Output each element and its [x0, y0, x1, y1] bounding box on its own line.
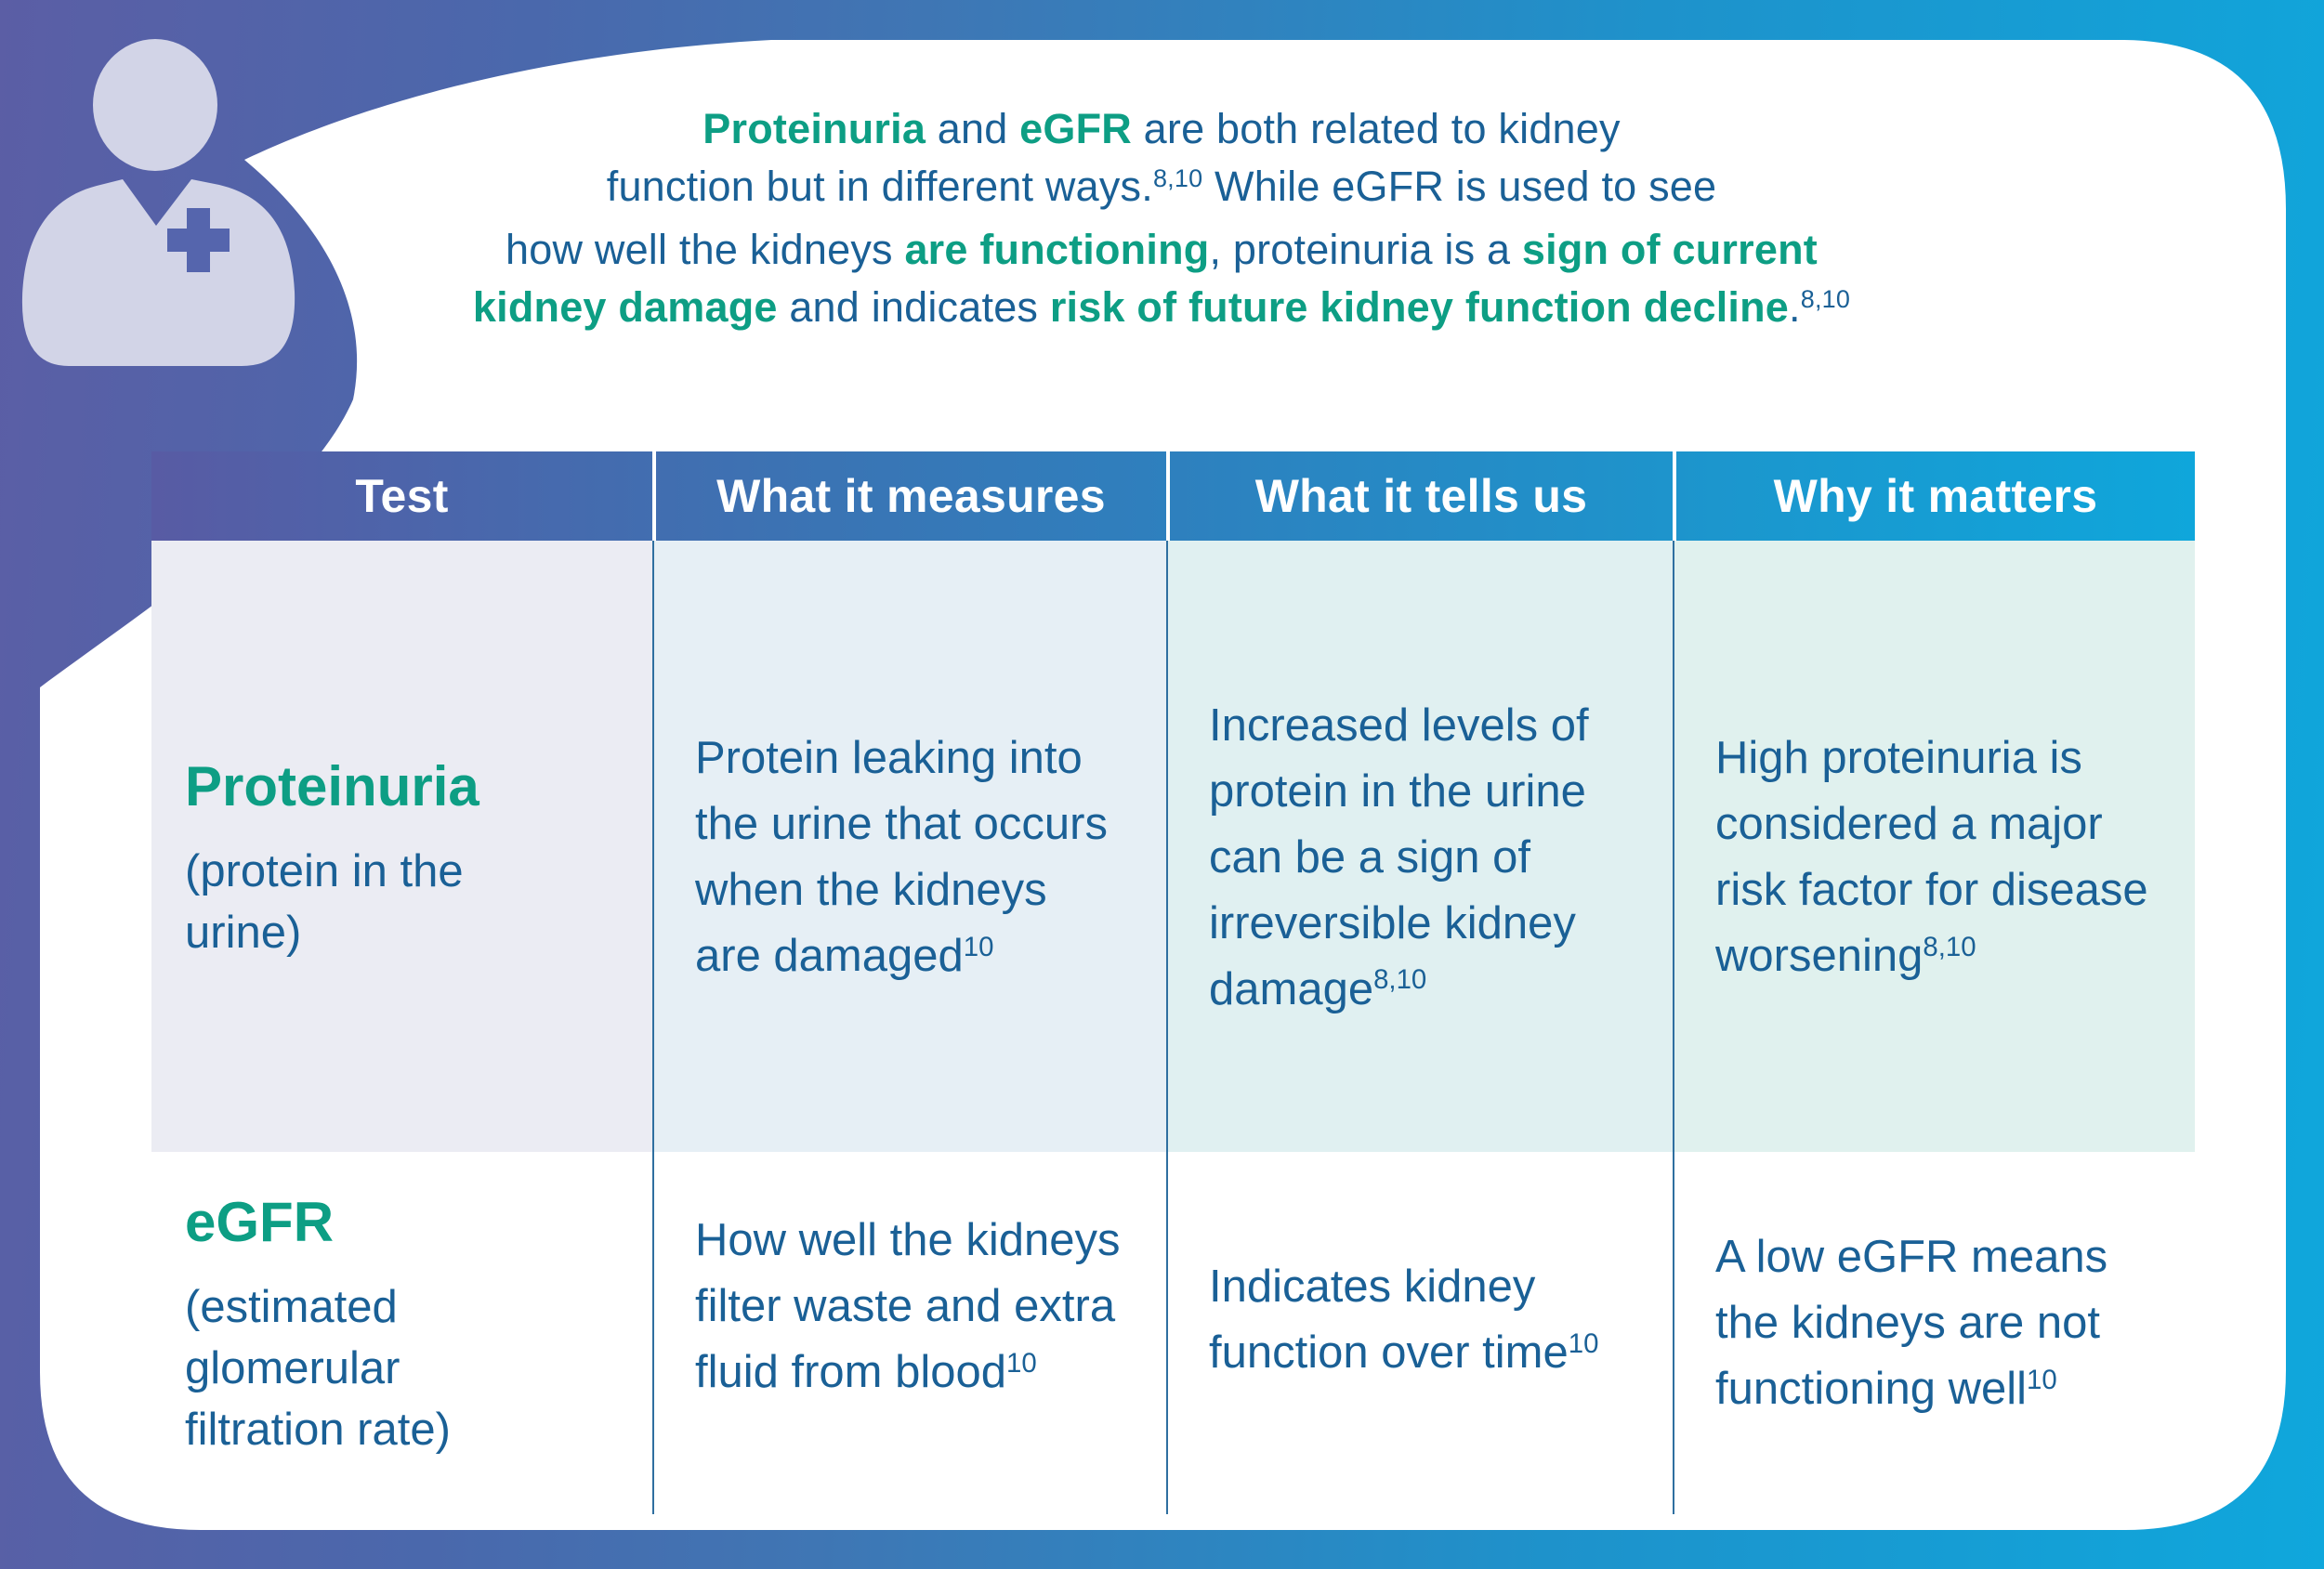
- cell-egfr-tells: Indicates kidney function over time10: [1168, 1152, 1673, 1514]
- reference-superscript: 8,10: [1923, 931, 1976, 962]
- table-body: Proteinuria (protein in the urine) eGFR …: [151, 541, 2195, 1514]
- medical-cross-icon: [167, 208, 230, 272]
- clinician-person-icon: [21, 39, 295, 366]
- column-measures: Protein leaking into the urine that occu…: [652, 541, 1166, 1514]
- reference-superscript: 10: [2027, 1364, 2057, 1395]
- cell-egfr-matters: A low eGFR means the kidneys are not fun…: [1674, 1152, 2195, 1514]
- header-cell-matters: Why it matters: [1673, 451, 2195, 541]
- reference-superscript: 8,10: [1373, 964, 1427, 996]
- cell-text: How well the kidneys filter waste and ex…: [695, 1215, 1121, 1397]
- cell-proteinuria-measures: Protein leaking into the urine that occu…: [654, 541, 1166, 1152]
- test-sub-egfr: (estimated glomerular filtration rate): [185, 1282, 451, 1455]
- reference-superscript: 10: [1568, 1327, 1599, 1359]
- cell-egfr-measures: How well the kidneys filter waste and ex…: [654, 1152, 1166, 1514]
- reference-superscript: 10: [963, 931, 994, 962]
- header-cell-test: Test: [355, 470, 449, 522]
- reference-superscript: 10: [1006, 1347, 1037, 1379]
- column-test: Proteinuria (protein in the urine) eGFR …: [151, 541, 652, 1514]
- cell-proteinuria-matters: High proteinuria is considered a major r…: [1674, 541, 2195, 1152]
- cell-proteinuria-tells: Increased levels of protein in the urine…: [1168, 541, 1673, 1152]
- cell-egfr-test: eGFR (estimated glomerular filtration ra…: [151, 1152, 652, 1514]
- table-header-row: Test What it measures What it tells us W…: [151, 451, 2195, 541]
- column-tells: Increased levels of protein in the urine…: [1166, 541, 1673, 1514]
- cell-text: High proteinuria is considered a major r…: [1715, 733, 2148, 981]
- test-name-proteinuria: Proteinuria: [185, 755, 479, 817]
- cell-text: A low eGFR means the kidneys are not fun…: [1715, 1232, 2108, 1414]
- header-cell-measures: What it measures: [652, 451, 1166, 541]
- cell-text: Increased levels of protein in the urine…: [1209, 700, 1589, 1014]
- comparison-table: Test What it measures What it tells us W…: [151, 451, 2195, 1514]
- header-cell-tells: What it tells us: [1166, 451, 1673, 541]
- cell-text: Indicates kidney function over time10: [1209, 1262, 1599, 1378]
- test-sub-proteinuria: (protein in the urine): [185, 846, 464, 958]
- column-matters: High proteinuria is considered a major r…: [1673, 541, 2195, 1514]
- cell-proteinuria-test: Proteinuria (protein in the urine): [151, 541, 652, 1152]
- cell-text: Protein leaking into the urine that occu…: [695, 733, 1108, 981]
- test-name-egfr: eGFR: [185, 1191, 335, 1253]
- intro-text: Proteinuria and eGFR are both related to…: [472, 105, 1851, 331]
